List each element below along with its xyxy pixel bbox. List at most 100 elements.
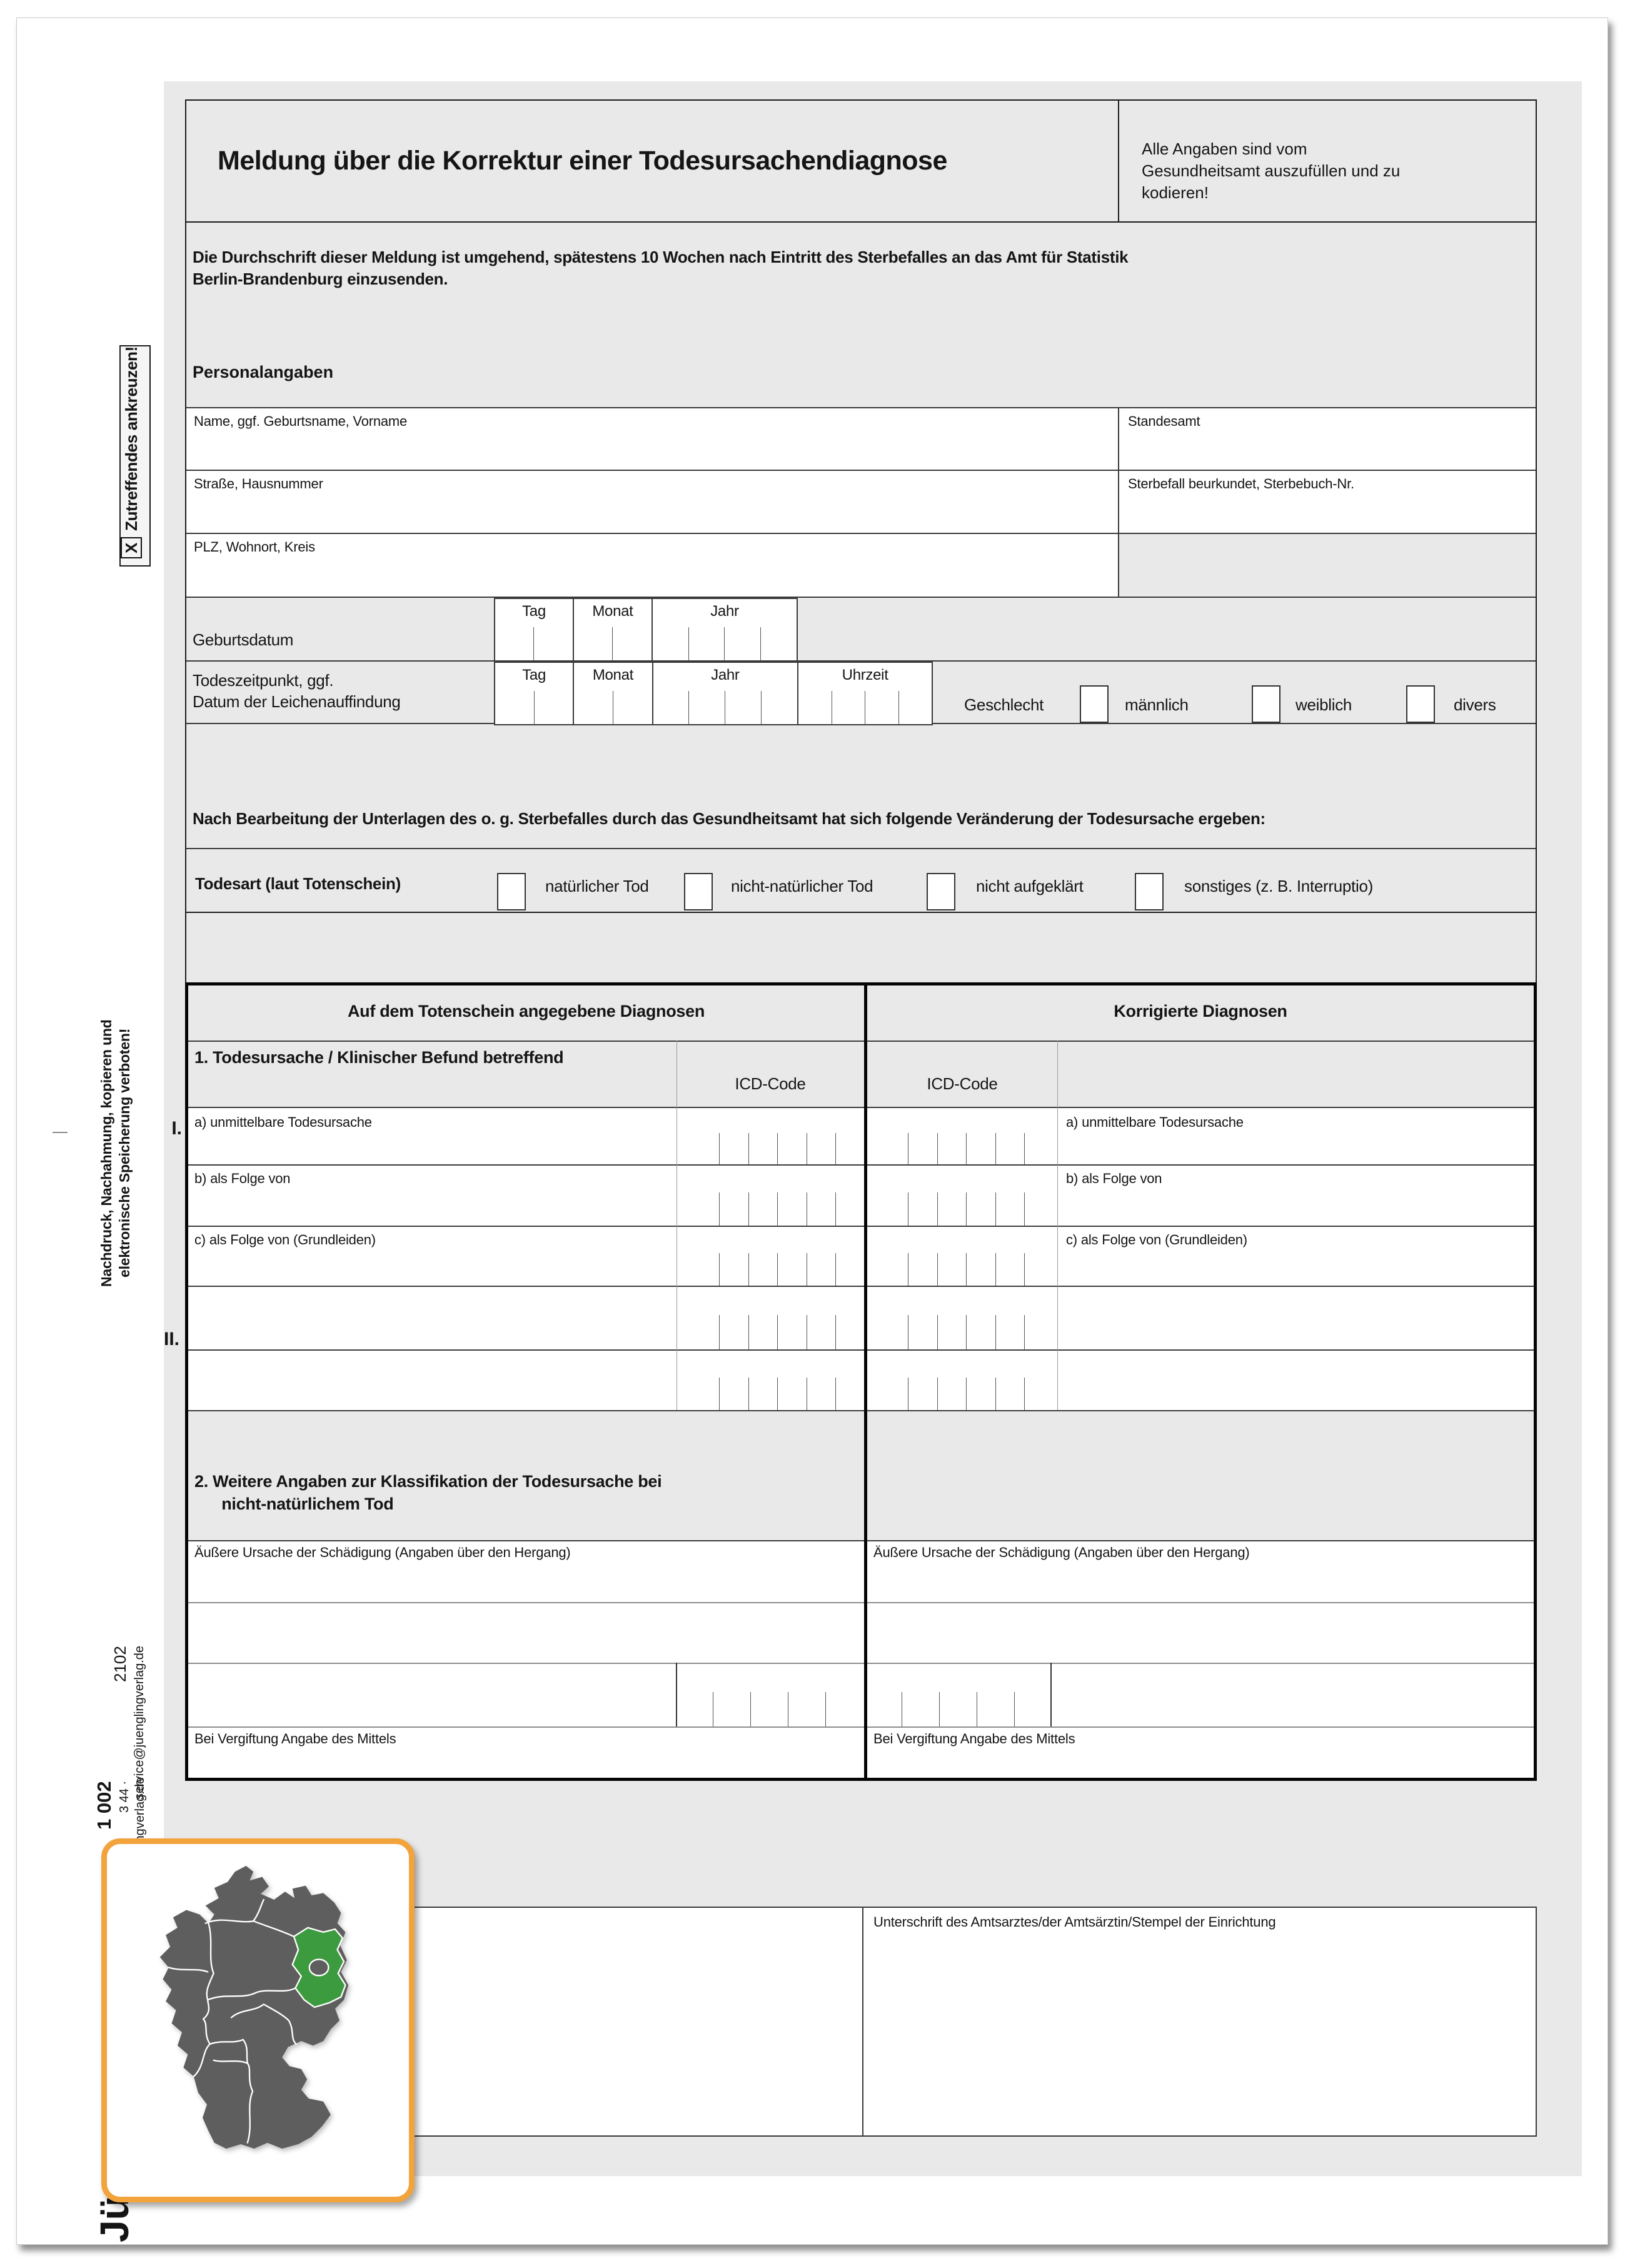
section2-heading: 2. Weitere Angaben zur Klassifikation de… — [194, 1472, 662, 1514]
germany-map — [159, 1865, 349, 2149]
ankreuzen-text: Zutreffendes ankreuzen! — [122, 346, 141, 532]
aeussere-ursache-label-right: Äußere Ursache der Schädigung (Angaben ü… — [873, 1545, 1250, 1560]
sterbebuch-field-label: Sterbefall beurkundet, Sterbebuch-Nr. — [1128, 476, 1354, 491]
icd-column-divider-right — [1057, 1041, 1058, 1410]
section-gap — [185, 913, 1537, 982]
divider — [188, 1726, 1534, 1728]
icd-cells[interactable] — [908, 1164, 1025, 1226]
icd-cells[interactable] — [908, 1286, 1025, 1349]
standesamt-field[interactable]: Standesamt — [1119, 408, 1536, 471]
monat-digit-cells[interactable] — [574, 599, 652, 660]
section2-header-bg — [188, 1410, 1534, 1540]
nicht-aufgeklaert-checkbox[interactable] — [927, 873, 955, 910]
sub1-heading: 1. Todesursache / Klinischer Befund betr… — [194, 1048, 564, 1067]
tag-digit-cells[interactable] — [495, 663, 573, 724]
uhrzeit-digit-cells[interactable] — [798, 663, 932, 724]
geschlecht-maennlich-checkbox[interactable] — [1080, 685, 1109, 723]
icd-cells[interactable] — [908, 1226, 1025, 1286]
todesart-label: Todesart (laut Totenschein) — [195, 874, 401, 893]
icd-cells[interactable] — [719, 1286, 836, 1349]
jahr-label: Jahr — [710, 603, 739, 620]
vergiftung-label-right: Bei Vergiftung Angabe des Mittels — [873, 1731, 1075, 1746]
icd-cells[interactable] — [908, 1349, 1025, 1410]
divider — [188, 1349, 1534, 1351]
table-header-bg — [188, 985, 1534, 1107]
geschlecht-weiblich-checkbox[interactable] — [1252, 685, 1280, 723]
todeszeitpunkt-input[interactable]: Tag Monat Jahr Uhrzeit — [494, 662, 933, 725]
standesamt-field-label: Standesamt — [1128, 413, 1200, 429]
uhrzeit-label: Uhrzeit — [842, 667, 888, 683]
tag-label: Tag — [522, 603, 546, 620]
divider — [188, 1602, 1534, 1603]
divider — [862, 1908, 863, 2135]
nicht-aufgeklaert-label: nicht aufgeklärt — [976, 877, 1084, 895]
icd-cells[interactable] — [719, 1107, 836, 1164]
icd-cells[interactable] — [676, 1663, 826, 1726]
page-title: Meldung über die Korrektur einer Todesur… — [218, 146, 947, 176]
signature-area[interactable]: Unterschrift des Amtsarztes/der Amtsärzt… — [863, 1908, 1536, 2135]
fold-mark — [53, 1132, 68, 1133]
divider — [188, 1107, 1534, 1108]
vergiftung-label-left: Bei Vergiftung Angabe des Mittels — [194, 1731, 396, 1746]
name-field-label: Name, ggf. Geburtsname, Vorname — [194, 413, 408, 429]
diagnoses-table: Auf dem Totenschein angegebene Diagnosen… — [164, 982, 1537, 1781]
sonstiges-checkbox[interactable] — [1135, 873, 1164, 910]
berlin-region — [308, 1958, 330, 1977]
copyright-note: Nachdruck, Nachahmung, kopieren und elek… — [98, 1019, 133, 1287]
stamp-area[interactable] — [413, 1908, 862, 2135]
plz-field-label: PLZ, Wohnort, Kreis — [194, 539, 315, 555]
divers-label: divers — [1454, 695, 1496, 714]
icd-box-edge — [676, 1663, 677, 1726]
left-table-header: Auf dem Totenschein angegebene Diagnosen — [347, 1002, 705, 1021]
tag-digit-cells[interactable] — [495, 599, 573, 660]
name-field[interactable]: Name, ggf. Geburtsname, Vorname — [186, 408, 1119, 471]
strasse-field[interactable]: Straße, Hausnummer — [186, 471, 1119, 534]
jahr-digit-cells[interactable] — [653, 663, 798, 724]
jahr-label: Jahr — [711, 667, 740, 683]
x-checkbox-icon: X — [121, 537, 142, 559]
icd-cells[interactable] — [908, 1107, 1025, 1164]
signature-box: Unterschrift des Amtsarztes/der Amtsärzt… — [411, 1907, 1537, 2137]
icd-box-edge — [1050, 1663, 1052, 1726]
natuerlicher-tod-label: natürlicher Tod — [545, 877, 649, 895]
state-borders — [168, 1898, 297, 2144]
divider — [188, 1041, 1534, 1042]
brandenburg-map-card — [101, 1838, 415, 2202]
maennlich-label: männlich — [1125, 695, 1189, 714]
geburtsdatum-input[interactable]: Tag Monat Jahr — [494, 598, 798, 662]
veraenderung-text: Nach Bearbeitung der Unterlagen des o. g… — [193, 809, 1265, 828]
monat-digit-cells[interactable] — [574, 663, 652, 724]
row-b-label-right: b) als Folge von — [1066, 1171, 1162, 1186]
personalangaben-heading: Personalangaben — [193, 363, 334, 381]
personal-section: Die Durchschrift dieser Meldung ist umge… — [185, 223, 1537, 913]
row-b-label-left: b) als Folge von — [194, 1171, 291, 1186]
divider — [188, 1540, 1534, 1541]
geschlecht-divers-checkbox[interactable] — [1406, 685, 1435, 723]
gesundheitsamt-note: Alle Angaben sind vom Gesundheitsamt aus… — [1142, 139, 1401, 203]
weiblich-label: weiblich — [1295, 695, 1352, 714]
icd-code-label-left: ICD-Code — [735, 1074, 806, 1093]
nicht-natuerlicher-tod-label: nicht-natürlicher Tod — [731, 877, 873, 895]
monat-label: Monat — [592, 667, 634, 683]
icd-cells[interactable] — [719, 1164, 836, 1226]
ankreuzen-note: X Zutreffendes ankreuzen! — [121, 346, 149, 565]
title-cell: Meldung über die Korrektur einer Todesur… — [186, 101, 1119, 221]
sterbebuch-field[interactable]: Sterbefall beurkundet, Sterbebuch-Nr. — [1119, 471, 1536, 534]
signature-label: Unterschrift des Amtsarztes/der Amtsärzt… — [873, 1914, 1276, 1930]
icd-cells[interactable] — [719, 1226, 836, 1286]
row-a-label-left: a) unmittelbare Todesursache — [194, 1114, 372, 1130]
center-divider — [864, 985, 867, 1778]
icd-cells[interactable] — [719, 1349, 836, 1410]
plz-field[interactable]: PLZ, Wohnort, Kreis — [186, 534, 1119, 598]
divider — [188, 1226, 1534, 1227]
germany-outline — [159, 1865, 349, 2149]
jahr-digit-cells[interactable] — [653, 599, 797, 660]
icd-cells[interactable] — [902, 1663, 1052, 1726]
nicht-natuerlicher-tod-checkbox[interactable] — [684, 873, 713, 910]
natuerlicher-tod-checkbox[interactable] — [497, 873, 526, 910]
intro-text: Die Durchschrift dieser Meldung ist umge… — [193, 248, 1129, 289]
geburtsdatum-label: Geburtsdatum — [193, 630, 294, 649]
tag-label: Tag — [522, 667, 546, 683]
divider — [188, 1410, 1534, 1411]
todeszeitpunkt-label: Todeszeitpunkt, ggf. Datum der Leichenau… — [193, 671, 401, 711]
